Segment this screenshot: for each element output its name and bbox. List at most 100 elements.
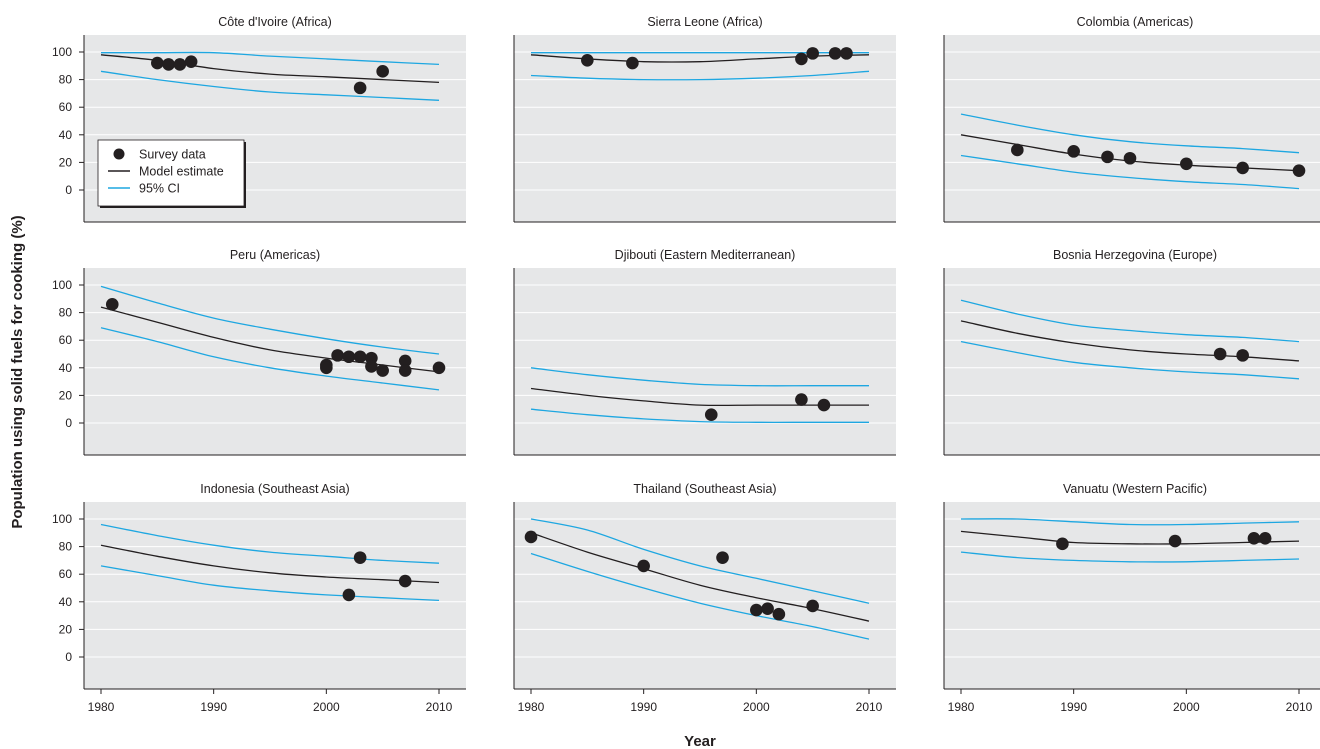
survey-point <box>806 599 819 613</box>
ci-upper-line <box>530 518 870 604</box>
legend: Survey data Model estimate 95% CI <box>97 139 246 208</box>
panel-title: Indonesia (Southeast Asia) <box>200 482 349 496</box>
ci-upper-line <box>101 51 440 66</box>
panel-background <box>944 502 1320 689</box>
panel-background <box>84 502 466 689</box>
panel-title: Djibouti (Eastern Mediterranean) <box>615 248 796 262</box>
panel-title: Thailand (Southeast Asia) <box>633 482 776 496</box>
x-tick-label: 2010 <box>856 700 883 714</box>
survey-point <box>162 58 175 71</box>
y-tick-label: 100 <box>52 278 72 292</box>
ci-lower-line <box>530 552 870 640</box>
ci-upper-line <box>960 299 1300 343</box>
survey-point <box>184 55 198 68</box>
panel-5: Djibouti (Eastern Mediterranean) <box>513 248 896 456</box>
survey-point <box>398 354 412 368</box>
panel-7: Indonesia (Southeast Asia) 0 20 40 60 80 100 19… <box>52 482 466 714</box>
x-tick-label: 1990 <box>630 700 657 714</box>
panel-6: Bosnia Herzegovina (Europe) <box>943 248 1320 456</box>
panel-4: Peru (Americas) 0 20 40 60 80 100 <box>52 248 466 456</box>
survey-point <box>1236 161 1249 175</box>
survey-point <box>1011 143 1024 157</box>
survey-point <box>353 350 367 364</box>
panel-3: Colombia (Americas) <box>943 15 1320 223</box>
survey-point <box>342 588 356 602</box>
panel-title: Colombia (Americas) <box>1077 15 1194 29</box>
survey-point <box>353 81 367 95</box>
x-tick-label: 2000 <box>1173 700 1200 714</box>
y-tick-label: 80 <box>59 306 73 320</box>
x-tick-label: 2010 <box>1286 700 1313 714</box>
survey-point <box>398 574 412 588</box>
survey-point <box>320 361 333 375</box>
x-tick-label: 1990 <box>200 700 227 714</box>
survey-point <box>432 361 446 375</box>
y-tick-label: 0 <box>65 650 72 664</box>
survey-point <box>795 52 808 66</box>
survey-point <box>524 530 538 544</box>
panel-background <box>514 502 896 689</box>
y-tick-label: 80 <box>59 540 73 554</box>
y-tick-label: 40 <box>59 595 73 609</box>
survey-point <box>173 58 187 71</box>
y-tick-label: 100 <box>52 512 72 526</box>
survey-point <box>1247 532 1261 545</box>
y-tick-label: 20 <box>59 388 73 402</box>
ci-lower-line <box>530 408 869 423</box>
panel-title: Vanuatu (Western Pacific) <box>1063 482 1207 496</box>
model-estimate-line <box>960 530 1300 545</box>
y-tick-label: 40 <box>59 128 73 142</box>
ci-upper-line <box>960 518 1300 526</box>
survey-point <box>1056 537 1069 551</box>
survey-point <box>398 364 412 377</box>
x-tick-label: 2000 <box>743 700 770 714</box>
x-tick-label: 1980 <box>518 700 545 714</box>
survey-point <box>1258 532 1272 545</box>
y-tick-label: 60 <box>59 567 73 581</box>
x-tick-label: 1990 <box>1060 700 1087 714</box>
survey-point <box>1101 150 1114 164</box>
model-estimate-line <box>100 544 440 584</box>
y-tick-label: 60 <box>59 100 73 114</box>
survey-point <box>376 65 389 78</box>
survey-point <box>704 408 718 422</box>
y-tick-label: 80 <box>59 73 73 87</box>
panel-background <box>514 35 896 222</box>
panel-2: Sierra Leone (Africa) <box>513 15 896 223</box>
ci-upper-line <box>960 113 1300 154</box>
survey-point <box>331 349 344 362</box>
panels-group: Côte d'Ivoire (Africa) 0 20 40 60 80 100 Survey… <box>52 15 1320 714</box>
y-tick-label: 0 <box>65 416 72 430</box>
panel-title: Sierra Leone (Africa) <box>647 15 762 29</box>
survey-point <box>817 398 831 412</box>
x-tick-label: 1980 <box>948 700 975 714</box>
survey-point <box>105 298 119 311</box>
y-tick-label: 0 <box>65 183 72 197</box>
x-tick-label: 2000 <box>313 700 340 714</box>
survey-point <box>1180 157 1193 171</box>
survey-point <box>716 551 729 564</box>
ci-lower-line <box>960 340 1300 380</box>
x-axis-title: Year <box>684 733 716 749</box>
survey-point <box>1213 347 1227 361</box>
survey-point <box>637 559 650 573</box>
x-tick-label: 1980 <box>88 700 115 714</box>
survey-point <box>1168 534 1182 548</box>
ci-upper-line <box>530 367 869 387</box>
panel-title: Côte d'Ivoire (Africa) <box>218 15 332 29</box>
legend-label: Survey data <box>139 148 206 162</box>
survey-point <box>151 56 164 70</box>
panel-background <box>944 35 1320 222</box>
ci-lower-line <box>960 551 1300 563</box>
survey-point <box>1123 151 1137 165</box>
y-tick-label: 20 <box>59 622 73 636</box>
survey-point <box>761 602 774 615</box>
model-estimate-line <box>530 387 869 407</box>
ci-upper-line <box>100 285 440 355</box>
x-tick-label: 2010 <box>426 700 453 714</box>
survey-point <box>828 47 842 60</box>
survey-point <box>353 551 367 564</box>
survey-point <box>581 53 594 67</box>
